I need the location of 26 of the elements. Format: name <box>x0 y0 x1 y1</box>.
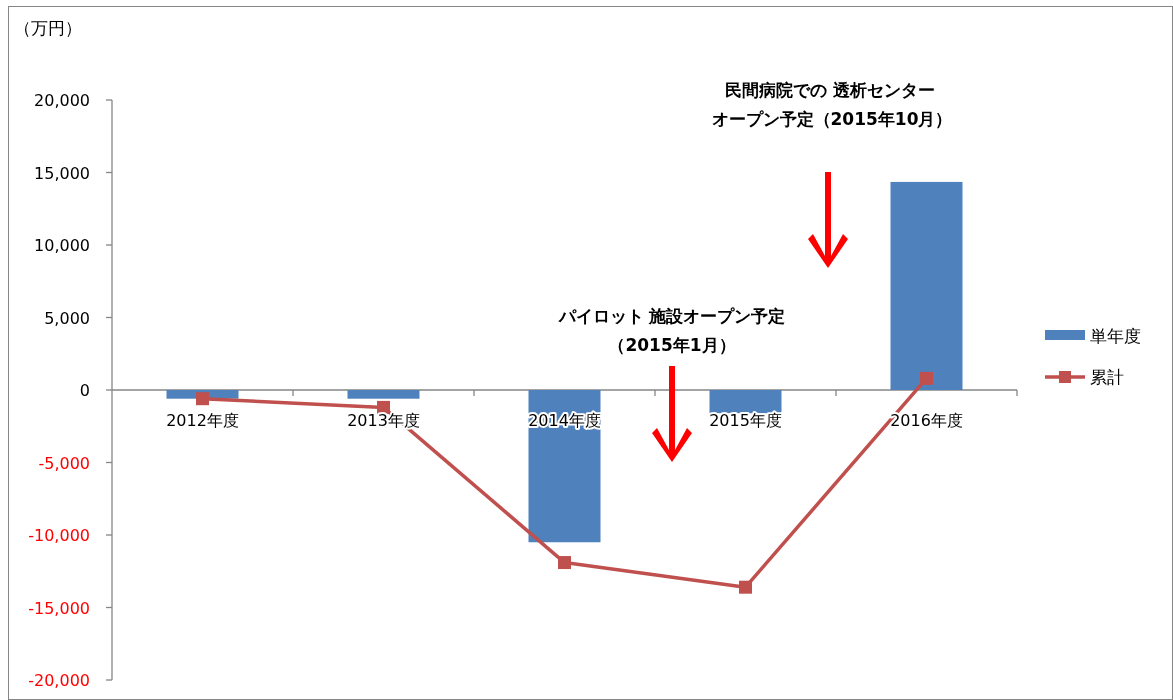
x-tick-label: 2016年度 <box>890 411 963 430</box>
annotation: パイロット 施設オープン予定 <box>558 305 786 328</box>
y-tick-label: 20,000 <box>34 91 90 110</box>
legend-単年度: 単年度 <box>1045 326 1141 346</box>
x-tick-label: 2012年度 <box>166 411 239 430</box>
y-tick-label: -5,000 <box>38 453 90 473</box>
x-tick-label: 2014年度 <box>528 411 601 430</box>
annotation: 民間病院での 透析センター <box>725 79 935 102</box>
legend-label: 累計 <box>1090 367 1124 387</box>
point <box>920 371 933 385</box>
y-tick-label: -10,000 <box>28 526 90 545</box>
point <box>739 580 752 594</box>
y-axis-title: （万円） <box>14 18 82 38</box>
y-tick-label: 5,000 <box>44 308 90 328</box>
y-tick-label: 10,000 <box>34 236 90 255</box>
point <box>558 556 571 570</box>
legend-累計: 累計 <box>1045 367 1124 387</box>
y-tick-label: -20,000 <box>28 671 90 690</box>
point <box>196 392 209 406</box>
x-tick-label: 2015年度 <box>709 411 782 430</box>
annotation: （2015年1月） <box>608 334 736 357</box>
annotation: オープン予定（2015年10月） <box>711 108 953 131</box>
y-tick-label: 15,000 <box>34 163 90 183</box>
legend-label: 単年度 <box>1090 326 1141 346</box>
y-tick-label: 0 <box>79 381 90 400</box>
y-tick-label: -15,000 <box>28 598 90 618</box>
